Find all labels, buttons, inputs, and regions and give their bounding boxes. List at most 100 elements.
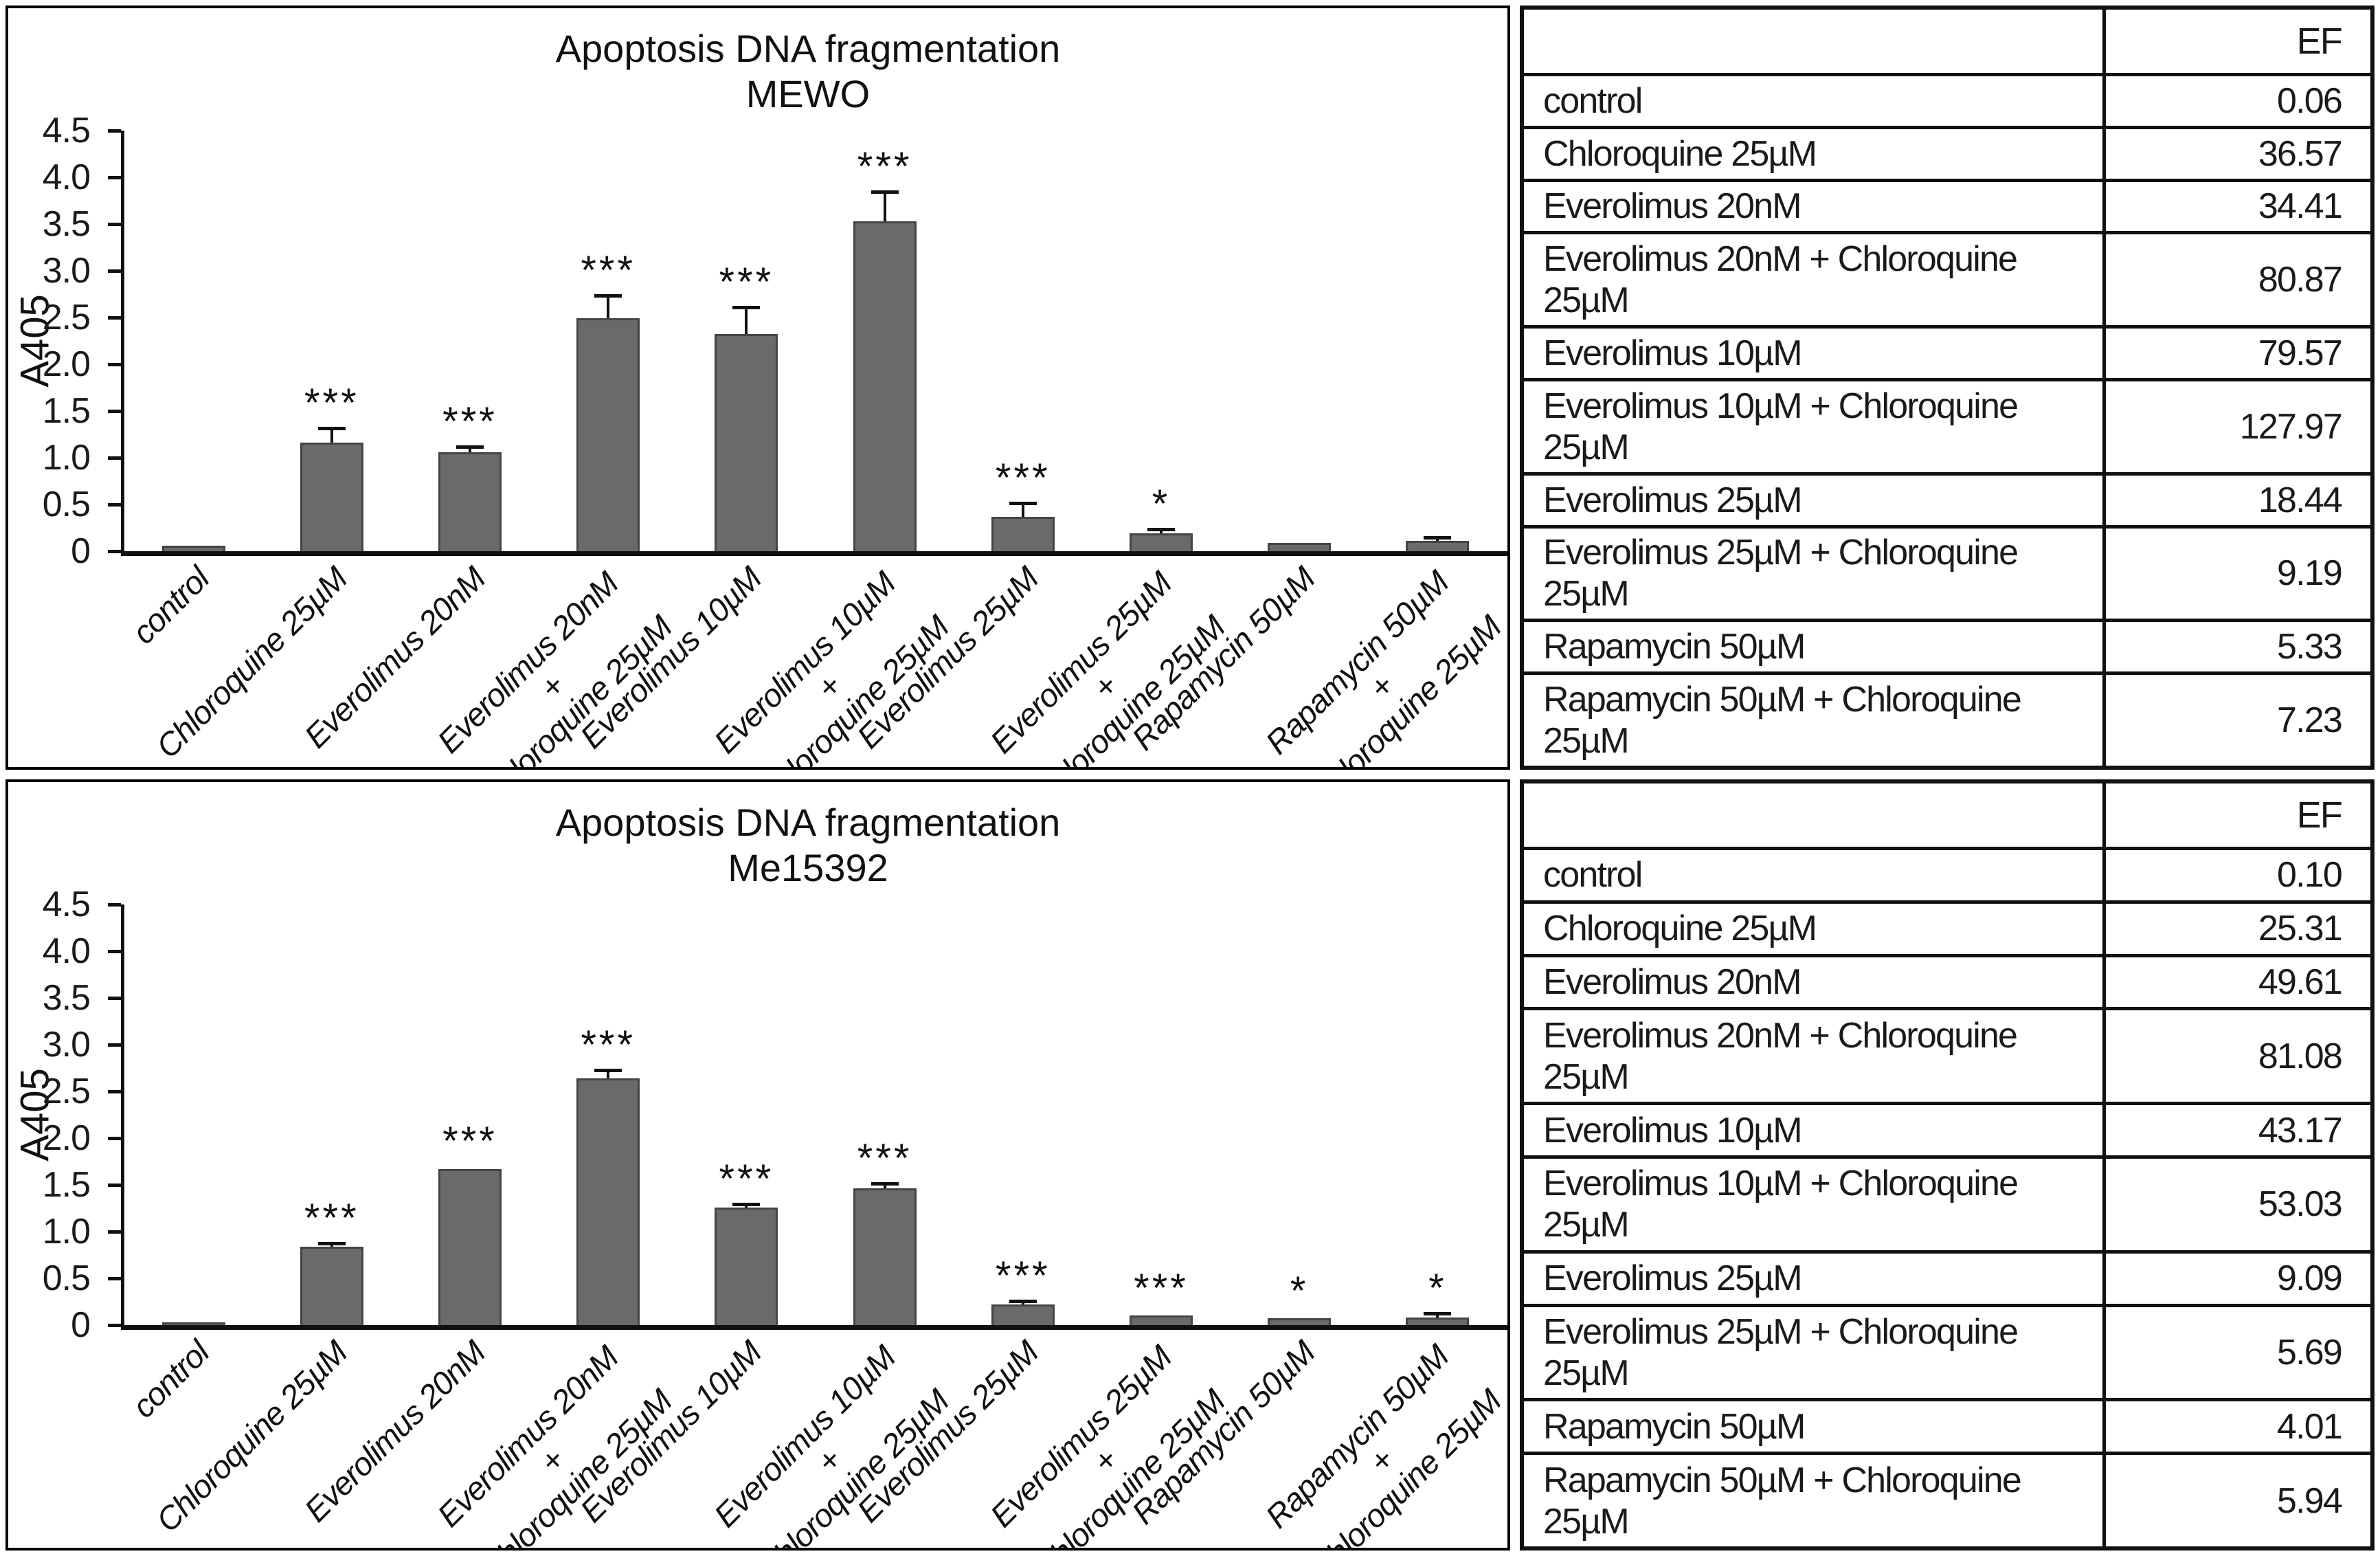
x-axis-labels: control Chloroquine 25µM Everolimus 20nM Ev…	[124, 551, 1507, 767]
error-bar-cap	[456, 445, 484, 449]
bar	[300, 1246, 363, 1325]
x-axis-label-text: control	[124, 1333, 216, 1425]
bar-group: ***	[262, 131, 401, 551]
table-cell-value: 43.17	[2102, 1105, 2370, 1155]
bar-group: ***	[1092, 904, 1230, 1325]
table-cell-value: 34.41	[2102, 181, 2370, 232]
table-cell-value: 25.31	[2102, 903, 2370, 954]
error-bar-cap	[871, 1181, 899, 1186]
y-axis-tick	[108, 1230, 121, 1234]
table-cell-value: 9.09	[2102, 1253, 2370, 1304]
table-row: Everolimus 25µM + Chloroquine 25µM 9.19	[1524, 524, 2370, 619]
bar-group: ***	[954, 131, 1092, 551]
table-cell-label: Everolimus 25µM	[1543, 480, 1803, 520]
bar-group: ***	[816, 904, 954, 1325]
significance-stars: *	[1428, 1265, 1447, 1311]
table-cell-value: 36.57	[2102, 129, 2370, 179]
bars-container: *** *** *** *** *** *** *** * *	[124, 904, 1507, 1325]
table-row: Everolimus 20nM 49.61	[1524, 953, 2370, 1008]
table-header-row: EF	[1524, 10, 2370, 76]
x-axis-line	[121, 551, 1507, 556]
table-row: Rapamycin 50µM 4.01	[1524, 1398, 2370, 1452]
bar-group: ***	[401, 904, 539, 1325]
significance-stars: ***	[442, 1119, 497, 1164]
error-bar-cap	[594, 293, 622, 298]
chart-panel-me15392: Apoptosis DNA fragmentation Me15392 A405…	[5, 779, 1510, 1551]
error-bar	[883, 1183, 886, 1189]
significance-stars: ***	[442, 399, 497, 445]
chart-title: Apoptosis DNA fragmentation Me15392	[121, 800, 1495, 891]
y-tick-label: 2.0	[42, 1118, 91, 1158]
y-tick-label: 3.0	[42, 1025, 91, 1065]
error-bar	[1436, 537, 1439, 542]
plot-area-me15392: A405 4.5 4.0 3.5 3.0 2.5 2.0 1.5 1.0 0.5 0 *** ***…	[13, 885, 1507, 1548]
y-tick-label: 4.5	[42, 885, 91, 924]
y-axis-tick	[108, 1043, 121, 1047]
table-cell-value: 9.19	[2102, 528, 2370, 619]
significance-stars: ***	[304, 380, 359, 425]
bar-group	[1231, 131, 1369, 551]
table-cell-value: 0.06	[2102, 76, 2370, 126]
bar-group: ***	[677, 904, 816, 1325]
bar	[715, 334, 778, 551]
table-cell-label: Rapamycin 50µM + Chloroquine 25µM	[1543, 1460, 2022, 1542]
error-bar-cap	[1009, 501, 1037, 505]
significance-stars: ***	[581, 247, 636, 293]
x-axis-labels: control Chloroquine 25µM Everolimus 20nM Ev…	[124, 1325, 1507, 1548]
error-bar	[1021, 503, 1024, 517]
table-cell-value: 7.23	[2102, 675, 2370, 766]
error-bar	[745, 1204, 748, 1208]
y-tick-label: 2.5	[42, 1071, 91, 1111]
y-axis-tick	[108, 1276, 121, 1280]
table-row: Rapamycin 50µM 5.33	[1524, 619, 2370, 672]
bar	[715, 1207, 778, 1325]
y-axis-tick	[108, 222, 121, 226]
error-bar	[607, 1071, 610, 1078]
chart-title-line1: Apoptosis DNA fragmentation	[555, 801, 1061, 844]
error-bar	[607, 296, 610, 319]
table-row: Everolimus 10µM 43.17	[1524, 1102, 2370, 1155]
error-bar-cap	[871, 190, 899, 194]
y-tick-label: 1.5	[42, 391, 91, 431]
error-bar	[883, 192, 886, 221]
table-cell-label: Everolimus 25µM + Chloroquine 25µM	[1543, 533, 2019, 614]
error-bar-cap	[1147, 527, 1175, 531]
error-bar	[330, 1243, 333, 1247]
bar-group: ***	[401, 131, 539, 551]
table-cell-label: Everolimus 20nM	[1543, 186, 1802, 227]
table-cell-label: Everolimus 20nM	[1543, 962, 1802, 1002]
y-axis-tick	[108, 269, 121, 273]
bar-group: ***	[816, 131, 954, 551]
table-cell-value: 5.69	[2102, 1307, 2370, 1399]
bar	[853, 221, 917, 551]
table-row: control 0.10	[1524, 850, 2370, 900]
bar	[1406, 1318, 1470, 1325]
y-tick-label: 4.0	[42, 157, 91, 197]
significance-stars: *	[1290, 1268, 1309, 1313]
y-tick-label: 1.0	[42, 438, 91, 478]
table-row: Everolimus 20nM + Chloroquine 25µM 81.08	[1524, 1007, 2370, 1102]
table-cell-label: Rapamycin 50µM + Chloroquine 25µM	[1543, 680, 2022, 762]
table-cell-value: 18.44	[2102, 475, 2370, 525]
table-row: Everolimus 25µM + Chloroquine 25µM 5.69	[1524, 1303, 2370, 1399]
bar	[576, 1078, 640, 1325]
table-row: Everolimus 10µM 79.57	[1524, 325, 2370, 378]
table-cell-value: 53.03	[2102, 1158, 2370, 1250]
table-cell-label: Everolimus 10µM + Chloroquine 25µM	[1543, 386, 2019, 467]
bar-group	[124, 904, 262, 1325]
table-cell-label: Everolimus 20nM + Chloroquine 25µM	[1543, 1015, 2018, 1097]
y-tick-label: 4.5	[42, 111, 91, 151]
significance-stars: ***	[995, 455, 1051, 500]
bar	[991, 1304, 1055, 1325]
table-cell-value: 81.08	[2102, 1010, 2370, 1102]
y-axis-tick	[108, 502, 121, 507]
table-row: Rapamycin 50µM + Chloroquine 25µM 7.23	[1524, 671, 2370, 766]
bar-group: ***	[539, 131, 677, 551]
significance-stars: *	[1152, 481, 1171, 526]
table-row: Rapamycin 50µM + Chloroquine 25µM 5.94	[1524, 1452, 2370, 1546]
table-row: Everolimus 20nM 34.41	[1524, 178, 2370, 232]
error-bar-cap	[732, 306, 761, 310]
bar	[576, 318, 640, 551]
table-row: Everolimus 10µM + Chloroquine 25µM 53.03	[1524, 1155, 2370, 1250]
